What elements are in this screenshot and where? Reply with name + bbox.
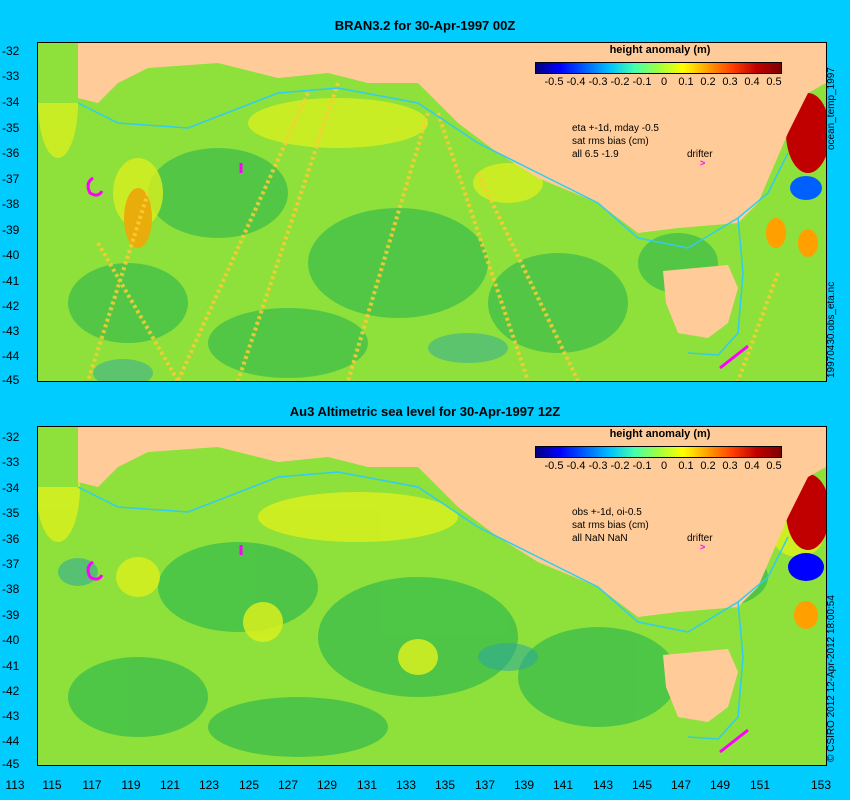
y-tick-label: -45 — [2, 373, 20, 387]
x-tick-label: 119 — [121, 778, 141, 792]
x-tick-label: 135 — [434, 778, 456, 792]
colorbar-tick: -0.5 — [544, 76, 564, 88]
y-tick-label: -33 — [2, 455, 20, 469]
panel-2-drifter-label: drifter — [687, 533, 713, 544]
annotation-line: eta +-1d, mday -0.5 — [572, 123, 659, 134]
colorbar-tick: -0.1 — [632, 76, 652, 88]
y-tick-label: -40 — [2, 248, 20, 262]
y-tick-label: -32 — [2, 430, 20, 444]
x-tick-label: 125 — [238, 778, 260, 792]
colorbar-tick: 0 — [660, 460, 668, 472]
annotation-line: all NaN NaN — [572, 533, 628, 544]
colorbar-tick: 0.4 — [744, 76, 760, 88]
colorbar-tick: -0.2 — [610, 460, 630, 472]
x-tick-label: 123 — [198, 778, 220, 792]
y-tick-label: -36 — [2, 532, 20, 546]
y-tick-label: -45 — [2, 757, 20, 771]
annotation-line: sat rms bias (cm) — [572, 136, 649, 147]
panel-1-side-label-bottom: 19970430.obs_eta.nc — [826, 281, 837, 378]
panel-2-colorbar-title: height anomaly (m) — [609, 428, 711, 440]
y-tick-label: -43 — [2, 709, 20, 723]
colorbar-tick: 0.2 — [700, 460, 716, 472]
colorbar-tick: -0.4 — [566, 460, 586, 472]
panel-1-title: BRAN3.2 for 30-Apr-1997 00Z — [334, 18, 516, 33]
colorbar-tick: 0.5 — [766, 460, 782, 472]
panel-1-map-canvas — [38, 43, 826, 381]
x-tick-label: 149 — [709, 778, 731, 792]
colorbar-tick: -0.3 — [588, 460, 608, 472]
colorbar-tick: -0.4 — [566, 76, 586, 88]
y-tick-label: -35 — [2, 121, 20, 135]
annotation-line: sat rms bias (cm) — [572, 520, 649, 531]
drifter-marker-icon: > — [700, 542, 706, 552]
x-tick-label: 147 — [670, 778, 692, 792]
colorbar-tick: 0.3 — [722, 76, 738, 88]
panel-1-drifter-label: drifter — [687, 149, 713, 160]
panel-1-map — [37, 42, 827, 382]
y-tick-label: -42 — [2, 299, 20, 313]
colorbar-tick: 0.4 — [744, 460, 760, 472]
x-tick-label: 141 — [552, 778, 574, 792]
panel-2-colorbar — [535, 446, 782, 458]
x-tick-label: 151 — [749, 778, 771, 792]
panel-2-title: Au3 Altimetric sea level for 30-Apr-1997… — [289, 404, 561, 419]
y-tick-label: -34 — [2, 481, 20, 495]
y-tick-label: -42 — [2, 684, 20, 698]
x-tick-label: 127 — [277, 778, 299, 792]
x-tick-label: 117 — [82, 778, 102, 792]
y-tick-label: -44 — [2, 734, 20, 748]
panel-2-side-label: © CSIRO 2012 12-Apr-2012 18:00:54 — [826, 595, 837, 762]
y-tick-label: -32 — [2, 44, 20, 58]
panel-1-colorbar-title: height anomaly (m) — [609, 44, 711, 56]
y-tick-label: -44 — [2, 349, 20, 363]
panel-1-side-label-top: ocean_temp_1997 — [826, 67, 837, 150]
y-tick-label: -34 — [2, 95, 20, 109]
y-tick-label: -37 — [2, 557, 20, 571]
y-tick-label: -33 — [2, 69, 20, 83]
y-tick-label: -39 — [2, 223, 20, 237]
y-tick-label: -40 — [2, 633, 20, 647]
colorbar-tick: 0.1 — [678, 76, 694, 88]
colorbar-tick: 0.1 — [678, 460, 694, 472]
x-tick-label: 139 — [513, 778, 535, 792]
x-tick-label: 131 — [356, 778, 378, 792]
y-tick-label: -35 — [2, 506, 20, 520]
y-tick-label: -37 — [2, 172, 20, 186]
y-tick-label: -38 — [2, 582, 20, 596]
x-tick-label: 145 — [631, 778, 653, 792]
colorbar-tick: 0.2 — [700, 76, 716, 88]
x-tick-label: 113 — [5, 778, 25, 792]
x-tick-label: 143 — [592, 778, 614, 792]
colorbar-tick: 0 — [660, 76, 668, 88]
y-tick-label: -41 — [2, 274, 20, 288]
x-tick-label: 137 — [474, 778, 496, 792]
colorbar-tick: -0.3 — [588, 76, 608, 88]
panel-1-annotation: eta +-1d, mday -0.5 sat rms bias (cm) al… — [572, 122, 659, 161]
drifter-marker-icon: > — [700, 158, 706, 168]
x-tick-label: 121 — [159, 778, 181, 792]
x-tick-label: 133 — [395, 778, 417, 792]
panel-2-map-canvas — [38, 427, 826, 765]
colorbar-tick: 0.5 — [766, 76, 782, 88]
colorbar-tick: -0.5 — [544, 460, 564, 472]
y-tick-label: -43 — [2, 324, 20, 338]
panel-2-annotation: obs +-1d, oi-0.5 sat rms bias (cm) all N… — [572, 506, 649, 545]
panel-2-map — [37, 426, 827, 766]
y-tick-label: -38 — [2, 197, 20, 211]
x-tick-label: 153 — [810, 778, 832, 792]
annotation-line: obs +-1d, oi-0.5 — [572, 507, 642, 518]
colorbar-tick: -0.2 — [610, 76, 630, 88]
y-tick-label: -41 — [2, 659, 20, 673]
colorbar-tick: 0.3 — [722, 460, 738, 472]
x-tick-label: 129 — [316, 778, 338, 792]
x-tick-label: 115 — [42, 778, 62, 792]
colorbar-tick: -0.1 — [632, 460, 652, 472]
annotation-line: all 6.5 -1.9 — [572, 149, 619, 160]
y-tick-label: -39 — [2, 608, 20, 622]
panel-1-colorbar — [535, 62, 782, 74]
y-tick-label: -36 — [2, 146, 20, 160]
